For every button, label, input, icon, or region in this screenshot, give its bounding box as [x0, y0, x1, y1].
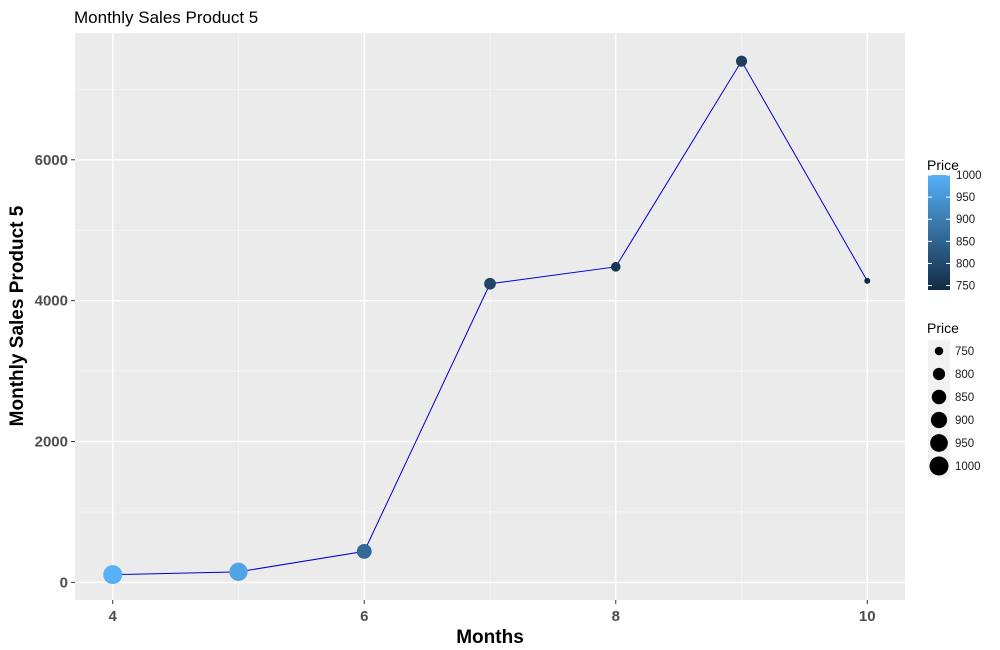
color-legend-label: 1000 — [956, 170, 982, 182]
data-point — [864, 277, 871, 284]
size-legend-label: 1000 — [955, 461, 981, 473]
size-legend: Price 750 800 850 900 950 1000 — [927, 320, 981, 478]
x-tick-label: 10 — [859, 608, 876, 625]
major-gridlines — [75, 33, 905, 600]
size-legend-dot — [932, 367, 946, 381]
size-legend-label: 900 — [955, 415, 974, 427]
size-legend-entries: 750 800 850 900 950 1000 — [928, 339, 981, 478]
color-legend-label: 750 — [956, 281, 975, 293]
size-legend-label: 950 — [955, 438, 974, 450]
color-legend-bar — [928, 175, 950, 290]
y-axis-ticks: 0 2000 4000 6000 — [35, 152, 75, 591]
size-legend-dot — [930, 411, 948, 429]
y-tick-label: 2000 — [35, 434, 68, 451]
color-legend-label: 850 — [956, 236, 975, 248]
size-legend-label: 850 — [955, 392, 974, 404]
size-legend-label: 800 — [955, 369, 974, 381]
color-legend-label: 800 — [956, 258, 975, 270]
y-tick-label: 6000 — [35, 152, 68, 169]
size-legend-dot — [929, 456, 949, 476]
x-axis-title: Months — [456, 627, 524, 648]
size-legend-label: 750 — [955, 346, 974, 358]
minor-gridlines — [75, 33, 905, 600]
data-points — [103, 55, 871, 585]
y-tick-label: 0 — [60, 574, 68, 591]
data-point — [484, 277, 496, 290]
color-legend-ticks: 1000 950 900 850 800 750 — [928, 170, 982, 293]
data-point — [229, 562, 248, 582]
y-axis-title: Monthly Sales Product 5 — [7, 205, 28, 426]
chart-title: Monthly Sales Product 5 — [74, 8, 258, 27]
data-point — [610, 262, 621, 272]
x-axis-ticks: 4 6 8 10 — [109, 600, 876, 625]
color-legend-label: 950 — [956, 192, 975, 204]
x-tick-label: 8 — [612, 608, 620, 625]
y-tick-label: 4000 — [35, 293, 68, 310]
color-legend: Price 1000 950 900 850 800 750 — [927, 157, 982, 293]
x-tick-label: 6 — [360, 608, 368, 625]
color-legend-label: 900 — [956, 214, 975, 226]
color-legend-title: Price — [927, 157, 959, 173]
x-tick-label: 4 — [109, 608, 118, 625]
size-legend-dot — [934, 346, 944, 356]
size-legend-dot — [931, 389, 947, 405]
size-legend-dot — [930, 434, 948, 452]
data-point — [735, 55, 748, 67]
data-point — [356, 543, 372, 559]
data-point — [103, 565, 123, 585]
size-legend-title: Price — [927, 320, 959, 336]
